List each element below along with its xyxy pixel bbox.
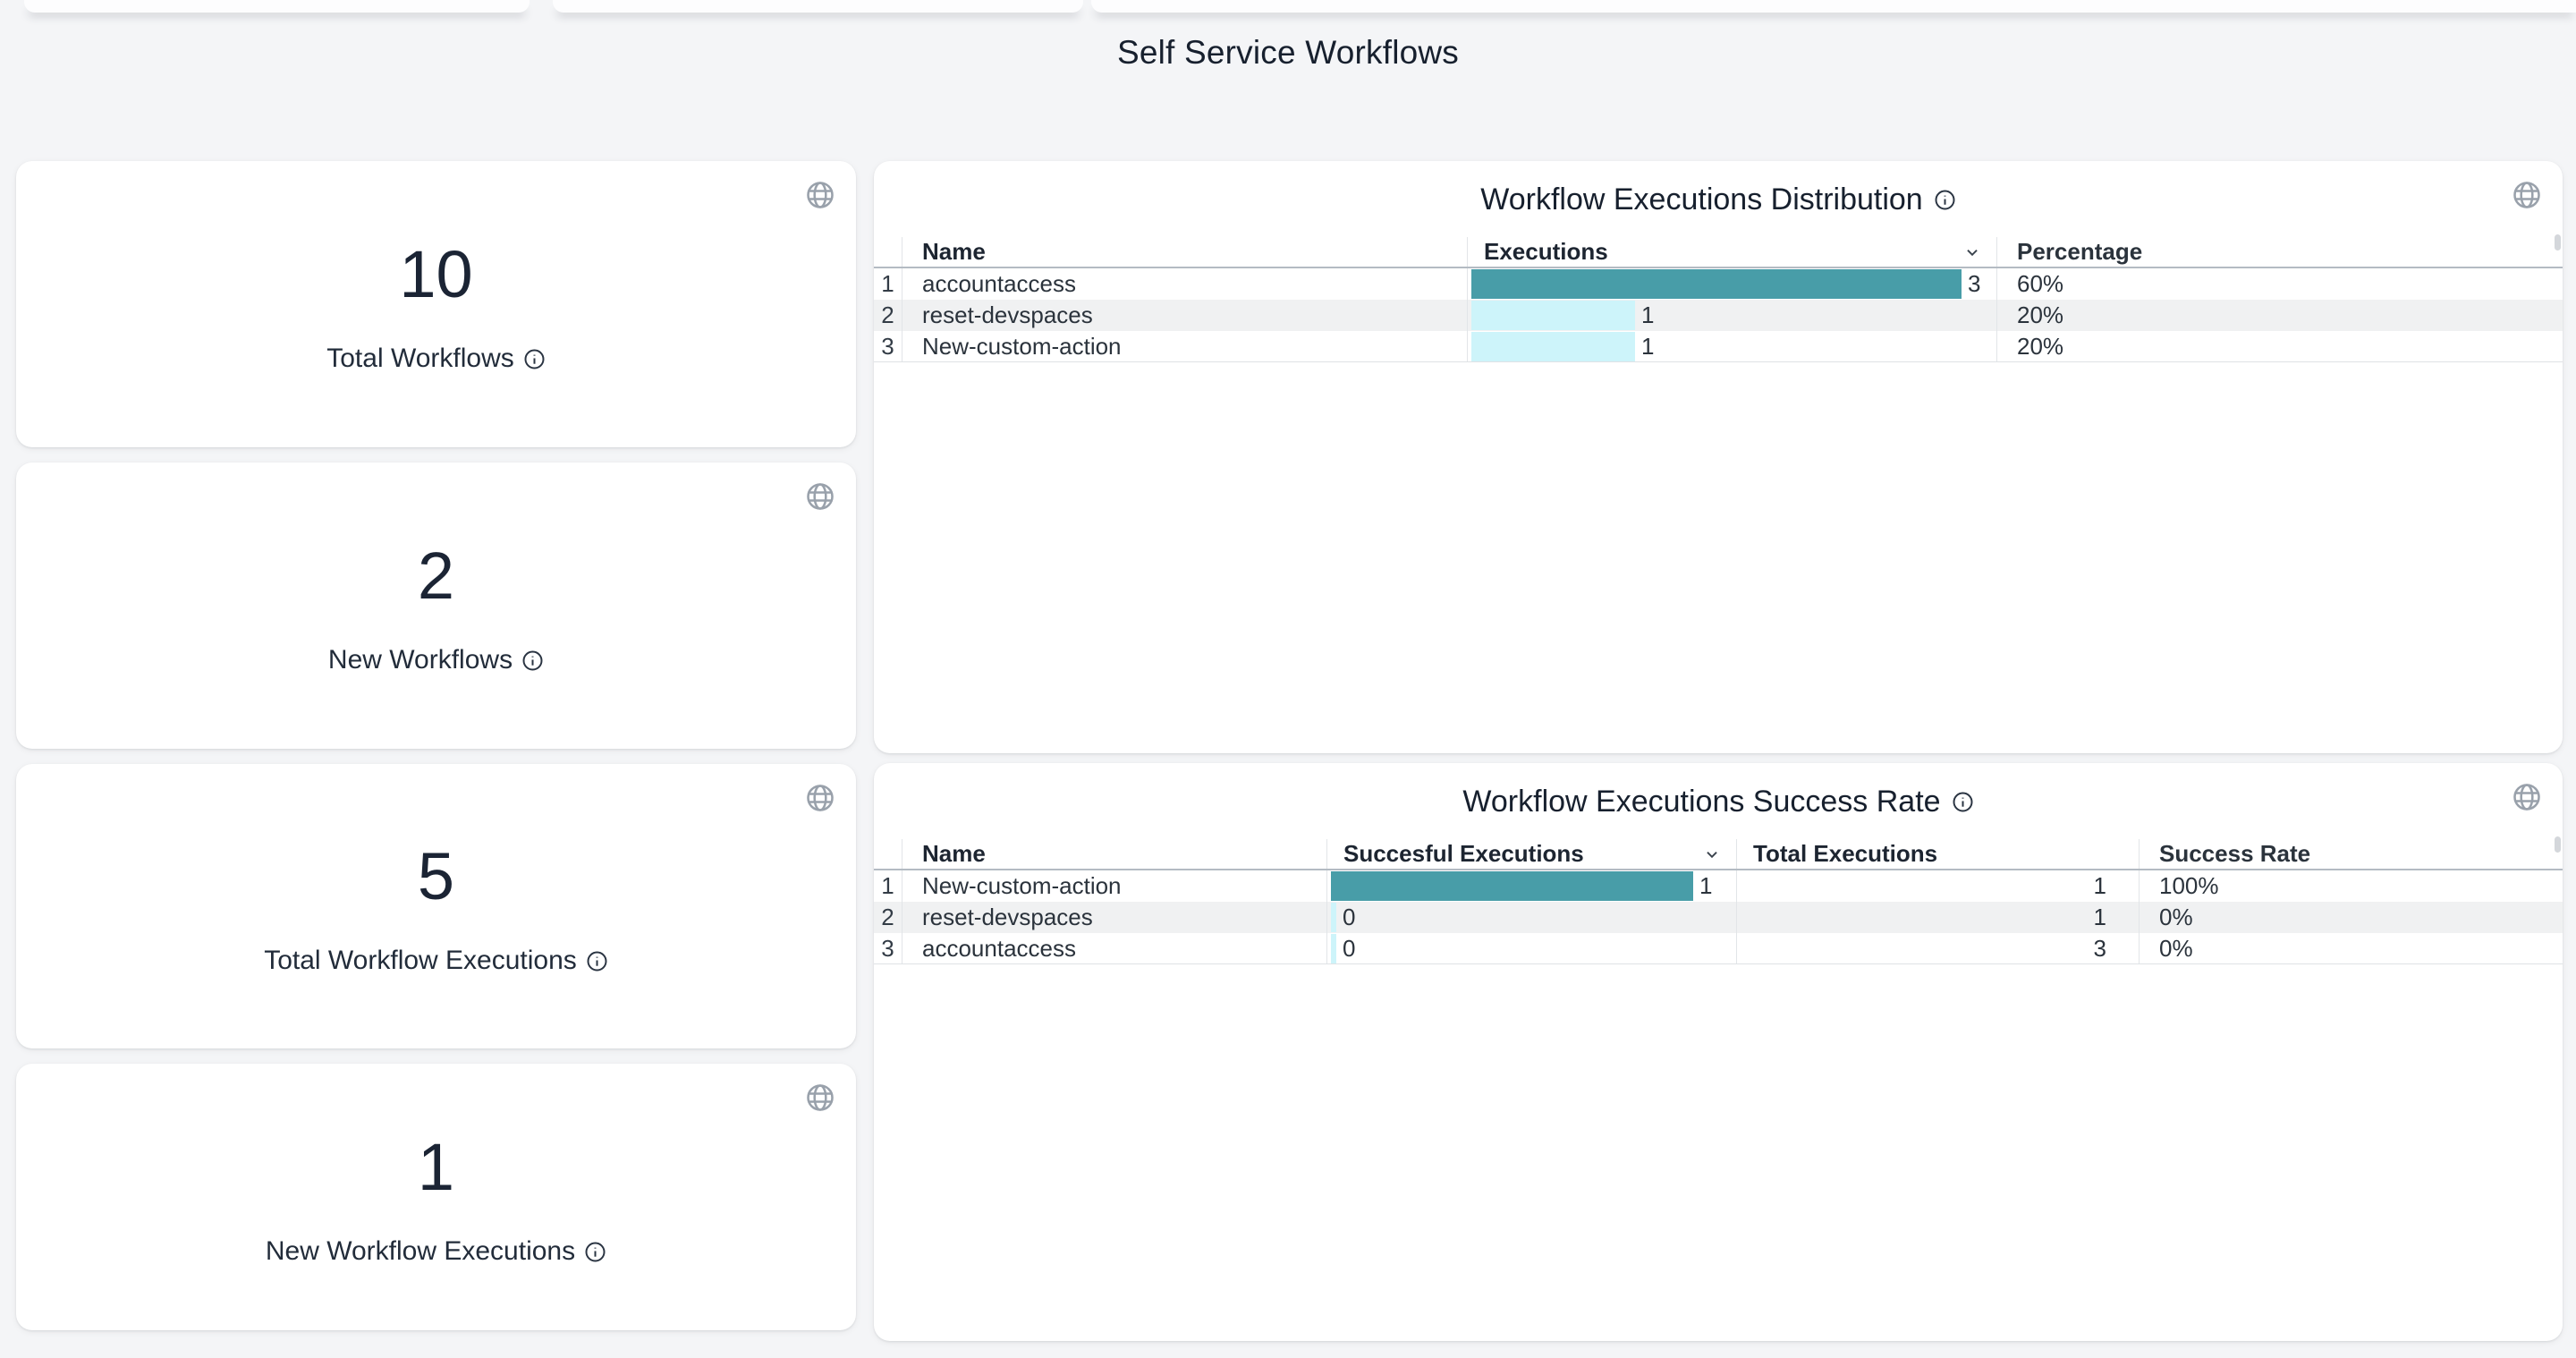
info-icon[interactable] bbox=[584, 1241, 606, 1263]
table-header-row: Name Succesful Executions Total Executio… bbox=[874, 839, 2563, 870]
bar-value-label: 1 bbox=[1699, 872, 1713, 899]
value-bar bbox=[1331, 903, 1336, 932]
row-number-column-header bbox=[874, 237, 902, 267]
column-header-name[interactable]: Name bbox=[902, 839, 1326, 869]
stat-label: Total Workflow Executions bbox=[264, 946, 608, 976]
scrolled-card-bottom bbox=[553, 0, 1083, 13]
sort-chevron-down-icon[interactable] bbox=[1962, 242, 1982, 262]
sort-chevron-down-icon[interactable] bbox=[1702, 845, 1722, 864]
column-header-successful-executions[interactable]: Succesful Executions bbox=[1326, 839, 1736, 869]
workflow-name: reset-devspaces bbox=[902, 902, 1326, 933]
stat-card-new-workflows: 2 New Workflows bbox=[16, 463, 856, 749]
workflow-name: New-custom-action bbox=[902, 331, 1467, 361]
distribution-table: Name Executions Percentage 1 accountacces… bbox=[874, 237, 2563, 362]
stat-value: 2 bbox=[417, 539, 455, 613]
bar-cell: 1 bbox=[1467, 331, 1996, 361]
percentage-value: 60% bbox=[1996, 268, 2563, 300]
vertical-scrollbar-thumb[interactable] bbox=[2555, 234, 2561, 250]
page-title: Self Service Workflows bbox=[1116, 34, 1460, 71]
table-body: 1 New-custom-action 1 1 100% 2 reset-devspaces… bbox=[874, 870, 2563, 964]
percentage-value: 20% bbox=[1996, 300, 2563, 331]
stat-card-total-workflow-executions: 5 Total Workflow Executions bbox=[16, 764, 856, 1048]
workflow-executions-success-rate-card: Workflow Executions Success Rate Name Su… bbox=[874, 763, 2563, 1341]
value-bar bbox=[1471, 331, 1635, 361]
stat-label: New Workflow Executions bbox=[266, 1236, 606, 1267]
total-executions-value: 1 bbox=[1736, 870, 2139, 902]
success-rate-value: 100% bbox=[2139, 870, 2563, 902]
bar-cell: 1 bbox=[1467, 300, 1996, 331]
success-rate-table: Name Succesful Executions Total Executio… bbox=[874, 839, 2563, 964]
vertical-scrollbar-thumb[interactable] bbox=[2555, 836, 2561, 853]
value-bar bbox=[1471, 301, 1635, 330]
globe-icon[interactable] bbox=[804, 179, 836, 211]
stat-value: 1 bbox=[417, 1130, 455, 1204]
total-executions-value: 3 bbox=[1736, 933, 2139, 963]
info-icon[interactable] bbox=[1934, 189, 1956, 211]
percentage-value: 20% bbox=[1996, 331, 2563, 361]
bar-value-label: 1 bbox=[1641, 332, 1655, 360]
stat-value: 5 bbox=[417, 839, 455, 913]
stat-label: Total Workflows bbox=[326, 344, 546, 374]
stat-card-column: 10 Total Workflows 2 New Workflows 5 Tot… bbox=[16, 161, 856, 1330]
table-row[interactable]: 2 reset-devspaces 1 20% bbox=[874, 300, 2563, 331]
stat-card-new-workflow-executions: 1 New Workflow Executions bbox=[16, 1064, 856, 1330]
bar-value-label: 3 bbox=[1968, 270, 1981, 297]
bar-value-label: 0 bbox=[1343, 934, 1356, 962]
table-body: 1 accountaccess 3 60% 2 reset-devspaces 1 20% 3 N… bbox=[874, 268, 2563, 362]
scrolled-card-bottom bbox=[24, 0, 530, 13]
bar-cell: 3 bbox=[1467, 268, 1996, 300]
scrolled-card-bottom bbox=[1091, 0, 2576, 13]
stat-value: 10 bbox=[399, 237, 473, 311]
column-header-percentage[interactable]: Percentage bbox=[1996, 237, 2563, 267]
info-icon[interactable] bbox=[521, 649, 544, 672]
row-number: 2 bbox=[881, 904, 894, 930]
value-bar bbox=[1331, 871, 1693, 901]
stat-label: New Workflows bbox=[328, 645, 544, 675]
row-number: 2 bbox=[881, 301, 894, 328]
card-title: Workflow Executions Success Rate bbox=[874, 785, 2563, 819]
value-bar bbox=[1331, 933, 1336, 963]
value-bar bbox=[1471, 269, 1962, 299]
globe-icon[interactable] bbox=[804, 1082, 836, 1114]
row-number: 3 bbox=[881, 332, 894, 360]
info-icon[interactable] bbox=[586, 950, 608, 972]
row-number: 1 bbox=[881, 270, 894, 297]
globe-icon[interactable] bbox=[2511, 781, 2543, 813]
globe-icon[interactable] bbox=[2511, 179, 2543, 211]
workflow-executions-distribution-card: Workflow Executions Distribution Name Ex… bbox=[874, 161, 2563, 753]
bar-cell: 1 bbox=[1326, 870, 1736, 902]
table-row[interactable]: 3 accountaccess 0 3 0% bbox=[874, 933, 2563, 964]
row-number: 3 bbox=[881, 934, 894, 962]
info-icon[interactable] bbox=[523, 348, 546, 370]
stat-card-total-workflows: 10 Total Workflows bbox=[16, 161, 856, 447]
success-rate-value: 0% bbox=[2139, 933, 2563, 963]
bar-value-label: 0 bbox=[1343, 904, 1356, 930]
bar-value-label: 1 bbox=[1641, 301, 1655, 328]
column-header-name[interactable]: Name bbox=[902, 237, 1467, 267]
workflow-name: reset-devspaces bbox=[902, 300, 1467, 331]
table-header-row: Name Executions Percentage bbox=[874, 237, 2563, 268]
globe-icon[interactable] bbox=[804, 480, 836, 513]
table-row[interactable]: 1 accountaccess 3 60% bbox=[874, 268, 2563, 300]
info-icon[interactable] bbox=[1952, 791, 1974, 813]
card-title: Workflow Executions Distribution bbox=[874, 182, 2563, 217]
success-rate-value: 0% bbox=[2139, 902, 2563, 933]
globe-icon[interactable] bbox=[804, 782, 836, 814]
column-header-success-rate[interactable]: Success Rate bbox=[2139, 839, 2563, 869]
workflow-name: accountaccess bbox=[902, 933, 1326, 963]
workflow-name: accountaccess bbox=[902, 268, 1467, 300]
row-number-column-header bbox=[874, 839, 902, 869]
row-number: 1 bbox=[881, 872, 894, 899]
total-executions-value: 1 bbox=[1736, 902, 2139, 933]
workflow-name: New-custom-action bbox=[902, 870, 1326, 902]
table-row[interactable]: 2 reset-devspaces 0 1 0% bbox=[874, 902, 2563, 933]
column-header-total-executions[interactable]: Total Executions bbox=[1736, 839, 2139, 869]
bar-cell: 0 bbox=[1326, 902, 1736, 933]
bar-cell: 0 bbox=[1326, 933, 1736, 963]
column-header-executions[interactable]: Executions bbox=[1467, 237, 1996, 267]
table-row[interactable]: 1 New-custom-action 1 1 100% bbox=[874, 870, 2563, 902]
table-card-column: Workflow Executions Distribution Name Ex… bbox=[874, 161, 2563, 1341]
table-row[interactable]: 3 New-custom-action 1 20% bbox=[874, 331, 2563, 362]
